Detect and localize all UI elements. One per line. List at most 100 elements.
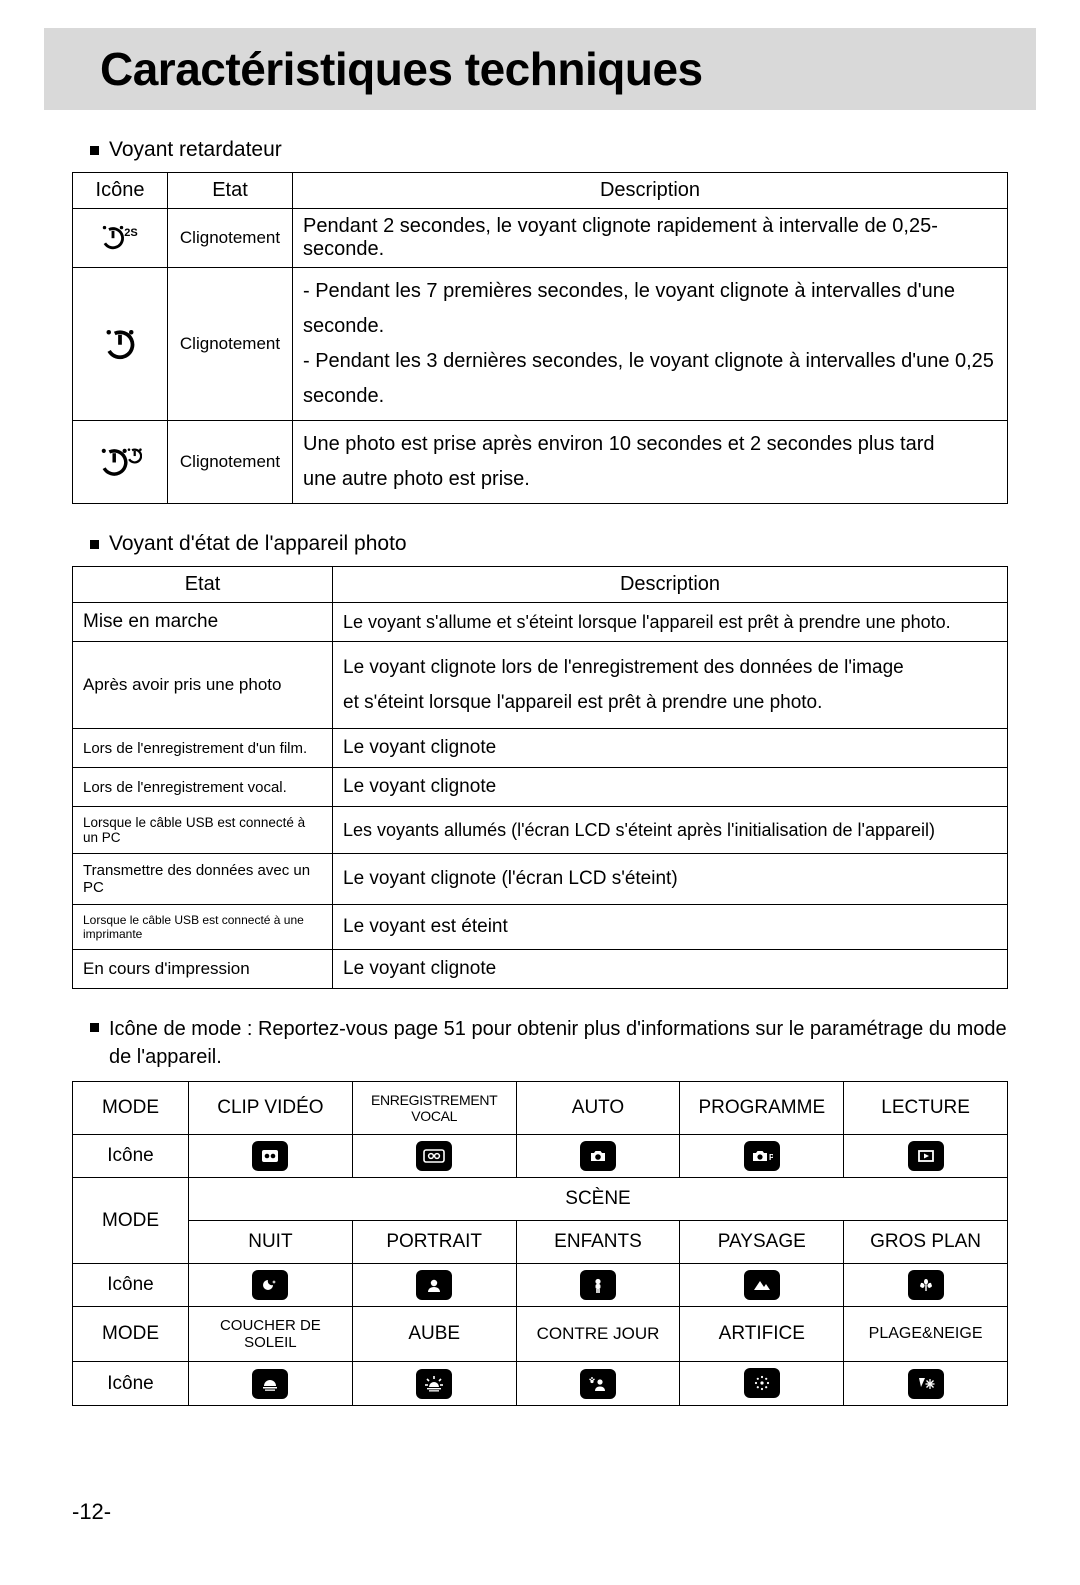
table-row: Lors de l'enregistrement d'un film. Le v… [73,729,1008,768]
mode-label: MODE [73,1178,189,1264]
mode-name: ENREGISTREMENT VOCAL [352,1082,516,1135]
closeup-icon [844,1264,1008,1307]
table-header-row: Icône Etat Description [73,173,1008,209]
timer-sup-label: 2S [124,227,137,239]
etat-cell: Après avoir pris une photo [73,642,333,729]
table-row: Icône P [73,1135,1008,1178]
desc-line: - Pendant les 3 dernières secondes, le v… [303,344,997,414]
col-head-etat: Etat [168,173,293,209]
header: Caractéristiques techniques [44,28,1036,110]
landscape-icon [680,1264,844,1307]
col-head-desc: Description [333,567,1008,603]
timer-double-icon [73,421,168,504]
section-heading-text: Voyant d'état de l'appareil photo [109,532,407,556]
mode-label: MODE [73,1307,189,1362]
table-row: Lorsque le câble USB est connecté à un P… [73,807,1008,854]
desc-cell: Une photo est prise après environ 10 sec… [293,421,1008,504]
children-icon [516,1264,680,1307]
etat-cell: Clignotement [168,421,293,504]
desc-cell: Les voyants allumés (l'écran LCD s'étein… [333,807,1008,854]
desc-cell: Le voyant est éteint [333,905,1008,950]
table-row: Après avoir pris une photo Le voyant cli… [73,642,1008,729]
desc-line: une autre photo est prise. [303,462,997,497]
etat-cell: Clignotement [168,209,293,268]
page-number: -12- [72,1499,111,1525]
svg-text:P: P [769,1153,773,1162]
timer-10s-icon [73,268,168,421]
timer-2s-icon: 2S [73,209,168,268]
desc-cell: - Pendant les 7 premières secondes, le v… [293,268,1008,421]
mode-name: NUIT [189,1221,353,1264]
desc-line: Une photo est prise après environ 10 sec… [303,427,997,462]
icon-label: Icône [73,1362,189,1406]
table-row: Icône [73,1362,1008,1406]
table-row: MODE SCÈNE [73,1178,1008,1221]
col-head-icon: Icône [73,173,168,209]
etat-cell: Lorsque le câble USB est connecté à une … [73,905,333,950]
col-head-desc: Description [293,173,1008,209]
table-row: MODE CLIP VIDÉO ENREGISTREMENT VOCAL AUT… [73,1082,1008,1135]
etat-cell: En cours d'impression [73,950,333,989]
etat-cell: Transmettre des données avec un PC [73,854,333,905]
mode-name: AUTO [516,1082,680,1135]
desc-line: - Pendant les 7 premières secondes, le v… [303,274,997,344]
etat-cell: Lors de l'enregistrement d'un film. [73,729,333,768]
table-row: Clignotement Une photo est prise après e… [73,421,1008,504]
desc-cell: Pendant 2 secondes, le voyant clignote r… [293,209,1008,268]
table-header-row: Etat Description [73,567,1008,603]
mode-name: CLIP VIDÉO [189,1082,353,1135]
mode-name: LECTURE [844,1082,1008,1135]
program-icon: P [680,1135,844,1178]
table-row: MODE COUCHER DE SOLEIL AUBE CONTRE JOUR … [73,1307,1008,1362]
etat-cell: Lors de l'enregistrement vocal. [73,768,333,807]
mode-name: AUBE [352,1307,516,1362]
mode-name: GROS PLAN [844,1221,1008,1264]
playback-icon [844,1135,1008,1178]
section-heading-text: Voyant retardateur [109,138,282,162]
auto-icon [516,1135,680,1178]
icon-label: Icône [73,1264,189,1307]
desc-line: Le voyant clignote lors de l'enregistrem… [343,650,997,685]
desc-line: et s'éteint lorsque l'appareil est prêt … [343,685,997,720]
col-head-etat: Etat [73,567,333,603]
mode-name: PLAGE&NEIGE [844,1307,1008,1362]
mode-name: PROGRAMME [680,1082,844,1135]
table-row: Clignotement - Pendant les 7 premières s… [73,268,1008,421]
mode-name: CONTRE JOUR [516,1307,680,1362]
table-row: Icône [73,1264,1008,1307]
etat-cell: Mise en marche [73,603,333,642]
desc-cell: Le voyant clignote lors de l'enregistrem… [333,642,1008,729]
beach-snow-icon [844,1362,1008,1406]
etat-cell: Lorsque le câble USB est connecté à un P… [73,807,333,854]
mode-name: PORTRAIT [352,1221,516,1264]
table-row: En cours d'impression Le voyant clignote [73,950,1008,989]
table-row: Mise en marche Le voyant s'allume et s'é… [73,603,1008,642]
firework-icon [680,1362,844,1406]
icon-label: Icône [73,1135,189,1178]
table-row: NUIT PORTRAIT ENFANTS PAYSAGE GROS PLAN [73,1221,1008,1264]
desc-cell: Le voyant clignote [333,950,1008,989]
sunset-icon [189,1362,353,1406]
scene-label: SCÈNE [189,1178,1008,1221]
bullet-icon [90,146,99,155]
portrait-icon [352,1264,516,1307]
table-row: Transmettre des données avec un PC Le vo… [73,854,1008,905]
mode-note-text: Icône de mode : Reportez-vous page 51 po… [109,1015,1008,1071]
page-title: Caractéristiques techniques [100,42,703,96]
table-row: Lors de l'enregistrement vocal. Le voyan… [73,768,1008,807]
desc-cell: Le voyant clignote [333,729,1008,768]
table-row: 2S Clignotement Pendant 2 secondes, le v… [73,209,1008,268]
desc-cell: Le voyant s'allume et s'éteint lorsque l… [333,603,1008,642]
dawn-icon [352,1362,516,1406]
mode-name: PAYSAGE [680,1221,844,1264]
night-icon [189,1264,353,1307]
mode-name: ENFANTS [516,1221,680,1264]
section-heading-timer: Voyant retardateur [90,138,1008,162]
etat-cell: Clignotement [168,268,293,421]
mode-note: Icône de mode : Reportez-vous page 51 po… [90,1015,1008,1071]
timer-table: Icône Etat Description 2S Clignotement P… [72,172,1008,504]
status-table: Etat Description Mise en marche Le voyan… [72,566,1008,989]
backlight-icon [516,1362,680,1406]
bullet-icon [90,1023,99,1032]
mode-name: ARTIFICE [680,1307,844,1362]
